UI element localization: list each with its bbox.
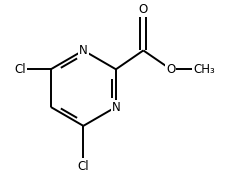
Text: O: O — [139, 3, 148, 16]
Text: CH₃: CH₃ — [193, 63, 215, 76]
Text: N: N — [79, 44, 88, 57]
Text: Cl: Cl — [14, 63, 26, 76]
Text: N: N — [112, 101, 120, 113]
Text: Cl: Cl — [78, 160, 89, 173]
Text: O: O — [166, 63, 176, 76]
